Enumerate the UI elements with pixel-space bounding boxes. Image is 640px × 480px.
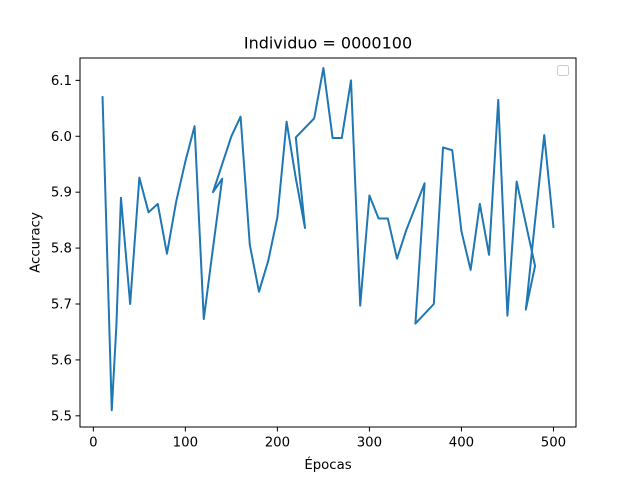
- axes-frame: [79, 57, 577, 428]
- y-tick-label: 6.1: [51, 74, 72, 89]
- x-axis-label: Épocas: [304, 456, 351, 473]
- y-tick-label: 5.8: [51, 242, 72, 257]
- y-axis-label: Accuracy: [29, 212, 44, 273]
- y-tick-label: 5.6: [51, 353, 72, 368]
- series-line-accuracy: [101, 67, 555, 412]
- y-tick-label: 6.0: [51, 130, 72, 145]
- chart-title: Individuo = 0000100: [244, 34, 412, 53]
- y-tick-label: 5.7: [51, 298, 72, 313]
- x-axis-ticks: 0 100 200 300 400 500: [89, 427, 566, 451]
- y-tick-label: 5.5: [51, 409, 72, 424]
- x-tick-label: 100: [173, 436, 198, 451]
- y-axis-ticks: 5.5 5.6 5.7 5.8 5.9 6.0 6.1: [51, 74, 80, 424]
- x-tick-label: 0: [89, 436, 97, 451]
- x-tick-label: 300: [357, 436, 382, 451]
- legend-box: [557, 65, 569, 76]
- y-tick-label: 5.9: [51, 186, 72, 201]
- x-tick-label: 200: [265, 436, 290, 451]
- x-tick-label: 500: [541, 436, 566, 451]
- plot-area: [101, 67, 555, 412]
- x-tick-label: 400: [449, 436, 474, 451]
